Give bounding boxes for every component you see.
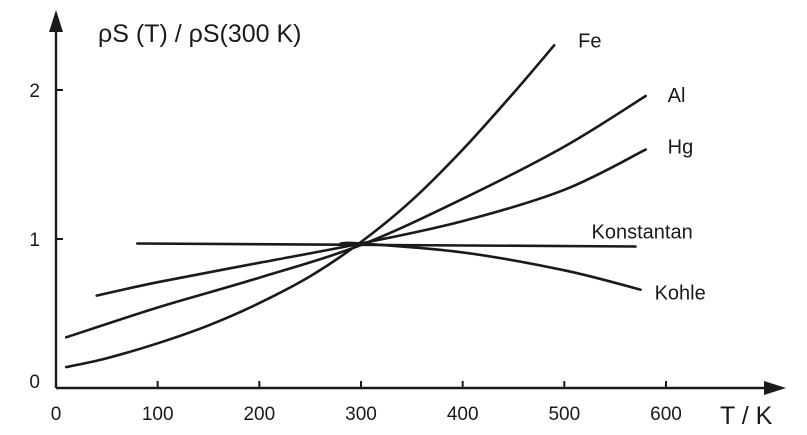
series-line-fe xyxy=(64,44,556,369)
x-tick-label: 400 xyxy=(447,404,479,425)
x-ticks: 0 100 200 300 400 500 600 xyxy=(51,381,682,425)
series-label-al: Al xyxy=(668,85,686,107)
x-tick-label: 0 xyxy=(51,404,62,425)
series-labels: Fe Al Hg Konstantan Kohle xyxy=(578,30,706,304)
series-label-konstantan: Konstantan xyxy=(592,221,693,243)
series-label-fe: Fe xyxy=(578,30,601,52)
series-label-kohle: Kohle xyxy=(655,283,706,305)
series-lines xyxy=(64,44,647,369)
series-line-kohle xyxy=(339,241,642,291)
x-tick-label: 200 xyxy=(243,404,275,425)
x-axis-label: T / K xyxy=(720,402,773,430)
y-axis-label: ρS (T) / ρS(300 K) xyxy=(98,20,301,48)
x-axis-arrow-icon xyxy=(764,381,786,395)
y-tick-label: 1 xyxy=(29,230,40,251)
y-tick-label: 2 xyxy=(29,81,40,102)
x-tick-label: 100 xyxy=(142,404,174,425)
series-line-al xyxy=(64,94,647,339)
series-label-hg: Hg xyxy=(668,137,694,159)
y-ticks: 0 1 2 xyxy=(29,81,63,393)
series-line-hg xyxy=(95,148,647,297)
y-tick-label: 0 xyxy=(29,372,40,393)
x-tick-label: 600 xyxy=(650,404,682,425)
axes xyxy=(49,10,786,395)
x-tick-label: 300 xyxy=(345,404,377,425)
y-axis-arrow-icon xyxy=(49,10,63,32)
x-tick-label: 500 xyxy=(548,404,580,425)
